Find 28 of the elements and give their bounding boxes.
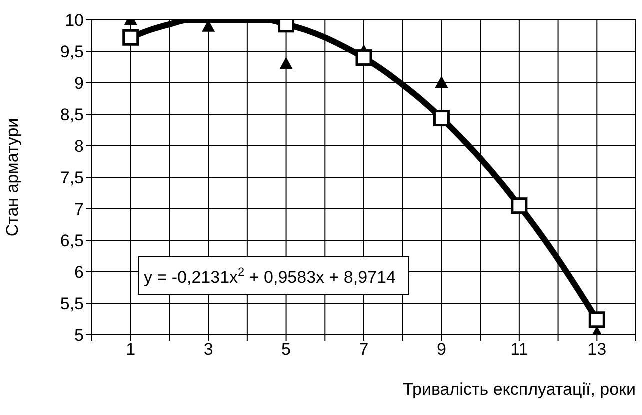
x-tick-label: 3 bbox=[204, 340, 214, 360]
x-tick-label: 5 bbox=[282, 340, 292, 360]
y-tick-label: 6,5 bbox=[60, 232, 84, 251]
annotation: y = -0,2131x$^{2}$ + 0,9583x + 8,9714 bbox=[144, 265, 396, 287]
y-tick-label: 6 bbox=[74, 263, 84, 282]
y-tick-label: 5 bbox=[74, 326, 84, 346]
y-tick-label: 9,5 bbox=[60, 42, 84, 62]
point bbox=[356, 50, 372, 66]
y-tick-label: 8,5 bbox=[60, 106, 84, 125]
point bbox=[511, 198, 528, 214]
y-tick-label: 7 bbox=[74, 200, 84, 220]
point bbox=[433, 110, 450, 127]
x-tick-label: 1 bbox=[126, 340, 136, 360]
y-tick-label: 7,5 bbox=[60, 168, 84, 188]
y-tick-label: 8 bbox=[74, 137, 84, 156]
x-tick-label: 13 bbox=[588, 340, 607, 360]
y-axis-title: Стан арматури bbox=[3, 118, 22, 237]
x-tick-label: 9 bbox=[436, 340, 446, 360]
x-tick-label: 11 bbox=[510, 340, 528, 360]
x-axis-title: Тривалість експлуатації, роки bbox=[403, 380, 636, 399]
y-tick-label: 10 bbox=[65, 11, 84, 30]
point bbox=[122, 29, 140, 46]
point bbox=[280, 57, 293, 70]
y-tick-label: 9 bbox=[74, 74, 84, 94]
point bbox=[588, 312, 606, 328]
y-tick-label: 5,5 bbox=[60, 294, 84, 314]
point bbox=[435, 76, 448, 88]
x-tick-label: 7 bbox=[359, 340, 369, 360]
